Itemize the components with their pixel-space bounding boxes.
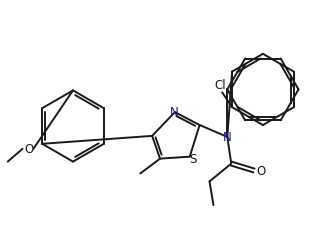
Text: N: N xyxy=(169,105,178,118)
Text: O: O xyxy=(256,164,266,177)
Text: O: O xyxy=(25,143,34,156)
Text: N: N xyxy=(223,131,232,144)
Text: Cl: Cl xyxy=(215,79,226,91)
Text: S: S xyxy=(189,152,196,166)
